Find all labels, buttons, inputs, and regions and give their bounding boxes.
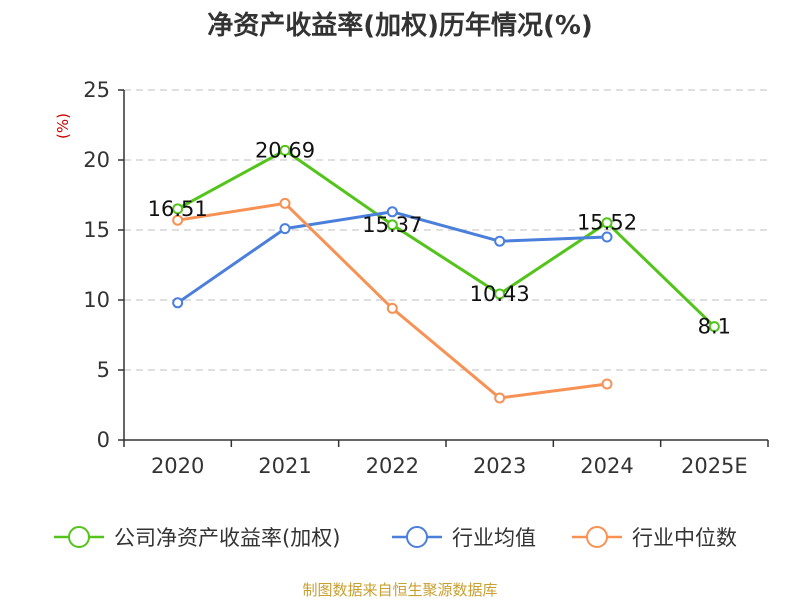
x-tick-label: 2025E <box>681 454 748 478</box>
y-axis-unit: (%) <box>54 113 72 139</box>
data-point[interactable] <box>386 302 398 314</box>
y-tick-label: 5 <box>97 358 110 382</box>
data-point[interactable] <box>279 144 291 156</box>
legend-item-0[interactable]: 公司净资产收益率(加权) <box>54 526 340 550</box>
data-labels: 16.51 20.69 15.37 10.43 15.52 8.1 <box>148 138 731 338</box>
y-tick-label: 10 <box>83 288 110 312</box>
x-tick-label: 2020 <box>151 454 204 478</box>
data-point[interactable] <box>494 392 506 404</box>
legend[interactable]: 公司净资产收益率(加权) 行业均值 行业中位数 <box>54 526 737 550</box>
data-point[interactable] <box>172 297 184 309</box>
data-point[interactable] <box>386 206 398 218</box>
x-tick-label: 2022 <box>366 454 419 478</box>
data-point[interactable] <box>172 203 184 215</box>
data-point[interactable] <box>172 214 184 226</box>
data-point[interactable] <box>708 321 720 333</box>
legend-item-2[interactable]: 行业中位数 <box>572 526 737 550</box>
chart-title: 净资产收益率(加权)历年情况(%) <box>207 10 593 41</box>
series-line-0 <box>176 148 716 328</box>
x-tick-label: 2023 <box>473 454 526 478</box>
data-point[interactable] <box>601 231 613 243</box>
data-label: 15.37 <box>362 213 422 237</box>
legend-marker <box>68 526 90 548</box>
legend-label: 行业中位数 <box>632 526 737 550</box>
legend-item-1[interactable]: 行业均值 <box>392 526 536 550</box>
data-point[interactable] <box>494 235 506 247</box>
y-tick-label: 0 <box>97 428 110 452</box>
data-point[interactable] <box>279 223 291 235</box>
data-point[interactable] <box>279 197 291 209</box>
data-point[interactable] <box>601 217 613 229</box>
data-point[interactable] <box>386 219 398 231</box>
data-label: 8.1 <box>698 315 731 339</box>
y-tick-label: 25 <box>83 78 110 102</box>
data-label: 20.69 <box>255 138 315 162</box>
data-label: 16.51 <box>148 197 208 221</box>
source-note: 制图数据来自恒生聚源数据库 <box>302 581 497 599</box>
axes: 0 5 10 15 20 25 2020 2021 2022 2023 2024 2025E <box>83 78 769 478</box>
legend-marker <box>586 526 608 548</box>
data-point[interactable] <box>494 288 506 300</box>
gridlines <box>124 89 768 371</box>
data-point[interactable] <box>601 378 613 390</box>
y-tick-label: 20 <box>83 148 110 172</box>
data-label: 15.52 <box>577 211 637 235</box>
legend-label: 公司净资产收益率(加权) <box>114 526 340 550</box>
data-label: 10.43 <box>470 282 530 306</box>
y-tick-label: 15 <box>83 218 110 242</box>
legend-marker <box>406 526 428 548</box>
legend-label: 行业均值 <box>452 526 536 550</box>
series-lines <box>172 144 720 404</box>
x-tick-label: 2024 <box>580 454 633 478</box>
x-tick-label: 2021 <box>258 454 311 478</box>
